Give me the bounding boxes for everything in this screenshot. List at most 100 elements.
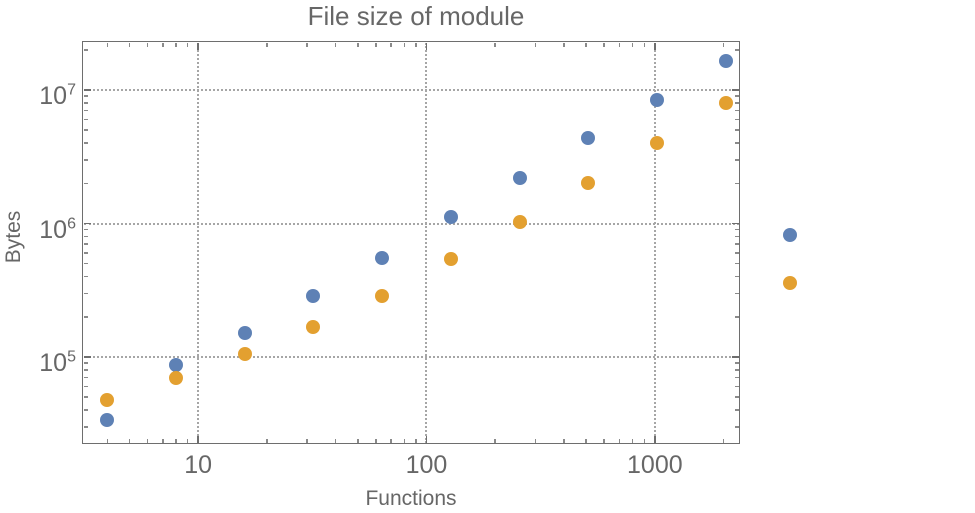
data-point-blue xyxy=(100,412,115,427)
data-point-blue xyxy=(375,250,390,265)
data-point-orange xyxy=(718,95,733,110)
y-tick-label-10e5: 105 xyxy=(39,348,76,377)
x-tick-top xyxy=(654,42,656,50)
legend-marker-orange-icon xyxy=(783,276,797,290)
y-minor-tick-left xyxy=(83,292,88,295)
gridline-x-1000 xyxy=(653,42,656,443)
y-minor-tick-left xyxy=(83,118,88,121)
data-point-blue xyxy=(306,289,321,304)
legend-marker-blue-icon xyxy=(783,228,797,242)
y-minor-tick-right xyxy=(734,396,739,398)
x-tick-top xyxy=(197,42,199,50)
data-point-orange xyxy=(443,252,458,267)
y-minor-tick-right xyxy=(734,228,739,231)
data-point-blue xyxy=(443,209,458,224)
y-tick-right xyxy=(731,356,739,358)
x-minor-tick-top xyxy=(306,42,308,47)
y-minor-tick-right xyxy=(734,118,739,121)
y-tick-right xyxy=(731,89,739,91)
x-minor-tick-bottom xyxy=(266,438,268,443)
y-minor-tick-left xyxy=(83,228,88,231)
data-point-blue xyxy=(650,93,665,108)
y-minor-tick-left xyxy=(83,182,88,185)
y-minor-tick-right xyxy=(734,275,739,278)
y-minor-tick-right xyxy=(734,142,739,144)
x-minor-tick-bottom xyxy=(585,438,587,443)
y-minor-tick-left xyxy=(83,49,88,51)
y-minor-tick-right xyxy=(734,362,739,364)
x-minor-tick-bottom xyxy=(618,438,621,443)
gridline-x-10 xyxy=(197,42,200,443)
y-minor-tick-left xyxy=(83,243,88,245)
x-axis-label: Functions xyxy=(365,487,457,510)
y-minor-tick-right xyxy=(734,252,739,254)
data-point-orange xyxy=(581,176,596,191)
y-minor-tick-right xyxy=(734,109,739,112)
y-minor-tick-right xyxy=(734,316,739,318)
y-minor-tick-left xyxy=(83,385,88,388)
data-point-orange xyxy=(650,136,665,151)
x-minor-tick-bottom xyxy=(334,438,337,443)
y-minor-tick-right xyxy=(734,292,739,295)
x-tick-label-1000: 1000 xyxy=(627,451,683,479)
x-minor-tick-top xyxy=(334,42,337,47)
x-minor-tick-bottom xyxy=(415,438,417,443)
x-minor-tick-top xyxy=(494,42,496,47)
x-minor-tick-top xyxy=(563,42,565,47)
x-tick-top xyxy=(425,42,428,50)
plot-frame xyxy=(82,41,740,444)
y-minor-tick-right xyxy=(734,159,739,161)
x-tick-bottom xyxy=(197,435,199,443)
gridline-y-10e7 xyxy=(83,89,739,92)
y-minor-tick-left xyxy=(83,316,88,318)
data-point-blue xyxy=(237,326,252,341)
x-minor-tick-bottom xyxy=(631,438,634,443)
x-minor-tick-bottom xyxy=(128,438,131,443)
y-tick-left xyxy=(83,89,91,91)
y-minor-tick-left xyxy=(83,129,88,131)
x-tick-bottom xyxy=(654,435,656,443)
x-minor-tick-bottom xyxy=(162,438,164,443)
y-minor-tick-left xyxy=(83,109,88,112)
data-point-blue xyxy=(718,54,733,68)
x-minor-tick-top xyxy=(162,42,164,47)
x-tick-label-10: 10 xyxy=(184,451,213,479)
x-tick-label-100: 100 xyxy=(405,451,448,479)
data-point-orange xyxy=(375,289,390,304)
y-tick-left xyxy=(83,356,91,358)
data-point-blue xyxy=(169,358,184,373)
data-point-blue xyxy=(512,171,527,186)
y-tick-label-10e7: 107 xyxy=(39,81,76,111)
y-minor-tick-right xyxy=(734,385,739,388)
gridline-y-10e6 xyxy=(83,222,739,225)
x-minor-tick-bottom xyxy=(146,438,149,443)
x-minor-tick-bottom xyxy=(603,438,605,443)
y-minor-tick-right xyxy=(734,262,739,265)
y-tick-left xyxy=(83,222,91,225)
y-tick-label-10e6: 106 xyxy=(39,215,76,244)
x-minor-tick-top xyxy=(585,42,587,47)
x-minor-tick-top xyxy=(357,42,359,47)
y-minor-tick-left xyxy=(83,362,88,364)
y-minor-tick-right xyxy=(734,409,739,411)
x-minor-tick-top xyxy=(186,42,189,47)
x-minor-tick-bottom xyxy=(403,438,406,443)
y-minor-tick-right xyxy=(734,129,739,131)
x-minor-tick-top xyxy=(643,42,646,47)
y-minor-tick-right xyxy=(734,102,739,104)
y-minor-tick-left xyxy=(83,262,88,265)
data-point-orange xyxy=(237,347,252,362)
y-minor-tick-left xyxy=(83,235,88,238)
gridline-y-10e5 xyxy=(83,356,739,358)
x-minor-tick-top xyxy=(603,42,605,47)
x-minor-tick-bottom xyxy=(494,438,496,443)
data-point-blue xyxy=(581,131,596,146)
y-minor-tick-right xyxy=(734,49,739,51)
x-minor-tick-bottom xyxy=(722,438,725,443)
x-minor-tick-top xyxy=(403,42,406,47)
x-minor-tick-bottom xyxy=(357,438,359,443)
x-minor-tick-top xyxy=(375,42,377,47)
y-minor-tick-right xyxy=(734,369,739,371)
y-minor-tick-right xyxy=(734,426,739,428)
y-minor-tick-left xyxy=(83,409,88,411)
